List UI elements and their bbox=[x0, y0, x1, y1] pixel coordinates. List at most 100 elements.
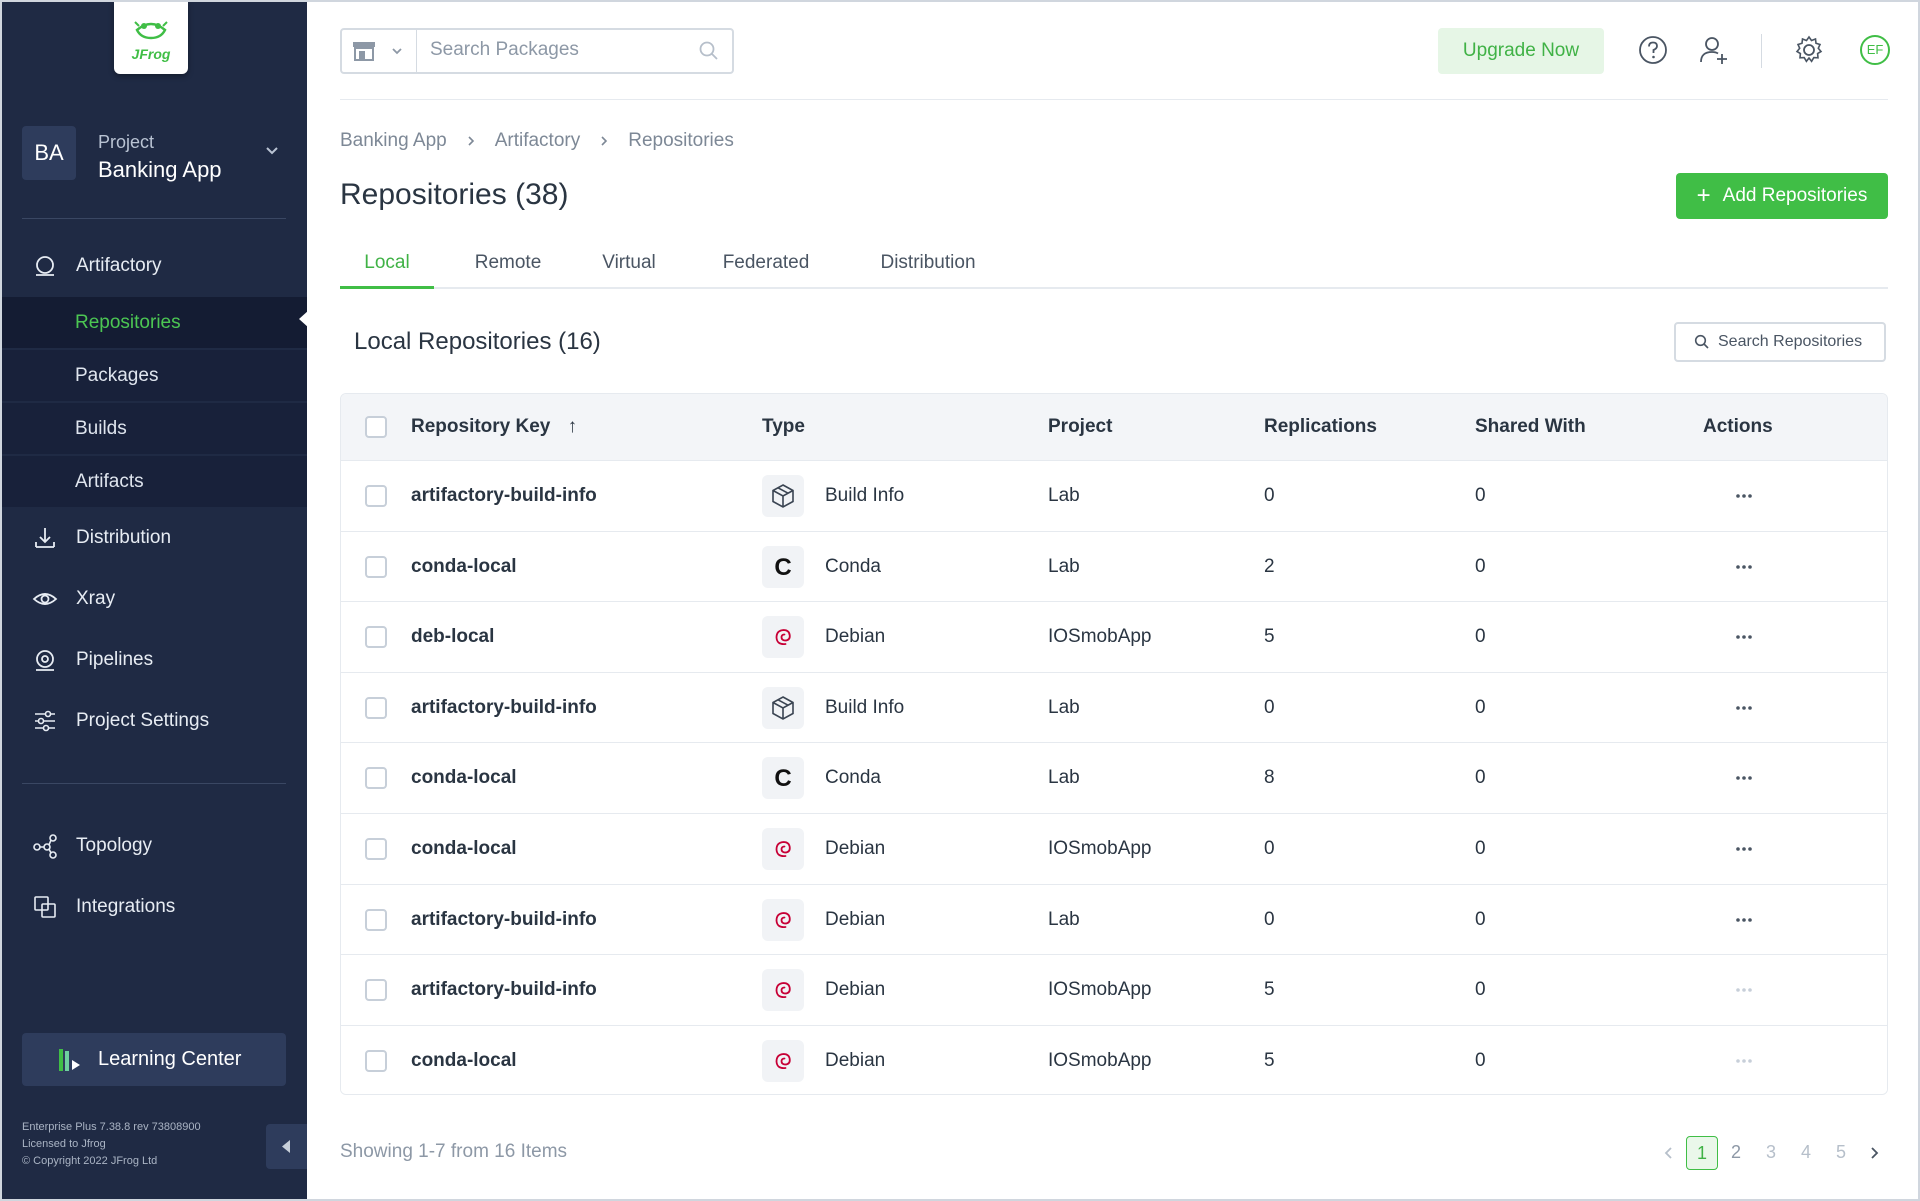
chevron-down-icon[interactable] bbox=[262, 140, 282, 160]
search-scope-selector[interactable] bbox=[342, 30, 417, 72]
nav-item-pipelines[interactable]: Pipelines bbox=[2, 635, 307, 685]
shared-with-count: 0 bbox=[1475, 979, 1486, 1001]
repository-key[interactable]: artifactory-build-info bbox=[411, 908, 597, 930]
sidebar-item-artifacts[interactable]: Artifacts bbox=[2, 456, 307, 507]
column-header-repository-key[interactable]: Repository Key ↑ bbox=[411, 416, 577, 438]
select-all-checkbox[interactable] bbox=[365, 416, 387, 438]
page-button[interactable]: 1 bbox=[1686, 1136, 1718, 1170]
table-row[interactable]: conda-local Debian IOSmobApp 0 0 bbox=[341, 813, 1887, 883]
gear-icon[interactable] bbox=[1793, 34, 1825, 66]
shared-with-count: 0 bbox=[1475, 696, 1486, 718]
breadcrumb: Banking App Artifactory Repositories bbox=[340, 130, 734, 152]
tab-federated[interactable]: Federated bbox=[722, 252, 810, 273]
nav-item-project-settings[interactable]: Project Settings bbox=[2, 696, 307, 746]
more-actions-icon[interactable] bbox=[1733, 909, 1755, 931]
search-icon[interactable] bbox=[698, 40, 720, 62]
table-row[interactable]: artifactory-build-info Debian IOSmobApp 5 0 bbox=[341, 954, 1887, 1025]
row-checkbox[interactable] bbox=[365, 626, 387, 649]
row-checkbox[interactable] bbox=[365, 696, 387, 719]
svg-text:C: C bbox=[774, 554, 791, 581]
logo-text: JFrog bbox=[131, 46, 171, 62]
next-page-icon[interactable] bbox=[1858, 1136, 1890, 1170]
nav-item-artifactory[interactable]: Artifactory bbox=[2, 241, 307, 291]
add-user-icon[interactable] bbox=[1698, 34, 1730, 66]
repositories-table: Repository Key ↑ Type Project Replicatio… bbox=[340, 393, 1888, 1095]
more-actions-icon[interactable] bbox=[1733, 767, 1755, 789]
repository-key[interactable]: artifactory-build-info bbox=[411, 485, 597, 506]
more-actions-icon[interactable] bbox=[1733, 556, 1755, 578]
repository-key[interactable]: artifactory-build-info bbox=[411, 696, 597, 718]
jfrog-logo[interactable]: JFrog bbox=[114, 2, 188, 74]
learning-center-button[interactable]: Learning Center bbox=[22, 1033, 286, 1086]
tab-virtual[interactable]: Virtual bbox=[602, 252, 656, 273]
column-header-shared-with: Shared With bbox=[1475, 416, 1586, 437]
repository-key[interactable]: conda-local bbox=[411, 555, 517, 577]
nav-label: Project Settings bbox=[76, 710, 210, 731]
repository-type: Debian bbox=[825, 838, 886, 859]
tab-local[interactable]: Local bbox=[340, 240, 434, 289]
project-selector[interactable]: BA Project Banking App bbox=[22, 126, 284, 186]
row-checkbox[interactable] bbox=[365, 838, 387, 860]
search-input[interactable] bbox=[430, 39, 690, 61]
row-checkbox[interactable] bbox=[365, 485, 387, 507]
repository-type: Conda bbox=[825, 555, 881, 577]
more-actions-icon[interactable] bbox=[1733, 626, 1755, 648]
more-actions-icon[interactable] bbox=[1733, 697, 1755, 719]
project-caption: Project bbox=[98, 132, 155, 152]
sidebar-item-builds[interactable]: Builds bbox=[2, 403, 307, 454]
table-row[interactable]: artifactory-build-info Debian Lab 0 0 bbox=[341, 883, 1887, 954]
prev-page-icon[interactable] bbox=[1652, 1136, 1684, 1170]
user-avatar[interactable]: EF bbox=[1860, 35, 1890, 65]
tab-distribution[interactable]: Distribution bbox=[880, 252, 976, 273]
row-checkbox[interactable] bbox=[365, 767, 387, 790]
repository-key[interactable]: conda-local bbox=[411, 767, 517, 789]
collapse-sidebar-button[interactable] bbox=[266, 1124, 307, 1169]
sidebar-item-packages[interactable]: Packages bbox=[2, 350, 307, 401]
debian-icon bbox=[762, 898, 804, 941]
table-row[interactable]: deb-local Debian IOSmobApp 5 0 bbox=[341, 601, 1887, 672]
nav-item-distribution[interactable]: Distribution bbox=[2, 513, 307, 563]
repository-project: Lab bbox=[1048, 555, 1080, 577]
breadcrumb-item[interactable]: Banking App bbox=[340, 130, 447, 151]
more-actions-icon[interactable] bbox=[1733, 1050, 1755, 1072]
copyright-line: © Copyright 2022 JFrog Ltd bbox=[22, 1155, 158, 1167]
search-repositories-button[interactable]: Search Repositories bbox=[1674, 322, 1886, 362]
sidebar-item-repositories[interactable]: Repositories bbox=[2, 297, 307, 348]
column-header-project: Project bbox=[1048, 416, 1113, 437]
shared-with-count: 0 bbox=[1475, 626, 1486, 648]
add-repositories-button[interactable]: + Add Repositories bbox=[1676, 173, 1888, 219]
repository-key[interactable]: conda-local bbox=[411, 838, 517, 859]
more-actions-icon[interactable] bbox=[1733, 485, 1755, 507]
page-button[interactable]: 2 bbox=[1730, 1142, 1741, 1162]
nav-item-integrations[interactable]: Integrations bbox=[2, 882, 307, 932]
pagination-summary: Showing 1-7 from 16 Items bbox=[340, 1141, 568, 1162]
row-checkbox[interactable] bbox=[365, 555, 387, 578]
nav-item-xray[interactable]: Xray bbox=[2, 574, 307, 624]
upgrade-now-button[interactable]: Upgrade Now bbox=[1438, 28, 1604, 74]
caret-left-icon bbox=[282, 1140, 290, 1153]
row-checkbox[interactable] bbox=[365, 979, 387, 1002]
nav-item-topology[interactable]: Topology bbox=[2, 821, 307, 871]
table-row[interactable]: conda-local Debian IOSmobApp 5 0 bbox=[341, 1024, 1887, 1094]
shared-with-count: 0 bbox=[1475, 908, 1486, 930]
repository-type: Conda bbox=[825, 767, 881, 789]
breadcrumb-item[interactable]: Artifactory bbox=[494, 130, 581, 151]
repository-key[interactable]: deb-local bbox=[411, 626, 495, 648]
more-actions-icon[interactable] bbox=[1733, 979, 1755, 1001]
table-row[interactable]: artifactory-build-info Build Info Lab 0 0 bbox=[341, 671, 1887, 742]
table-row[interactable]: conda-local C Conda Lab 2 0 bbox=[341, 530, 1887, 601]
conda-icon: C bbox=[762, 545, 804, 588]
page-button[interactable]: 4 bbox=[1800, 1142, 1811, 1162]
page-button[interactable]: 3 bbox=[1765, 1142, 1776, 1162]
more-actions-icon[interactable] bbox=[1733, 838, 1755, 860]
help-icon[interactable] bbox=[1637, 34, 1669, 66]
table-row[interactable]: conda-local C Conda Lab 8 0 bbox=[341, 742, 1887, 813]
artifactory-icon bbox=[36, 256, 54, 276]
row-checkbox[interactable] bbox=[365, 1049, 387, 1072]
page-button[interactable]: 5 bbox=[1835, 1142, 1846, 1162]
row-checkbox[interactable] bbox=[365, 908, 387, 931]
repository-key[interactable]: artifactory-build-info bbox=[411, 979, 597, 1001]
repository-key[interactable]: conda-local bbox=[411, 1049, 517, 1071]
tab-remote[interactable]: Remote bbox=[474, 252, 542, 273]
table-row[interactable]: artifactory-build-info Build Info Lab 0 0 bbox=[341, 460, 1887, 530]
